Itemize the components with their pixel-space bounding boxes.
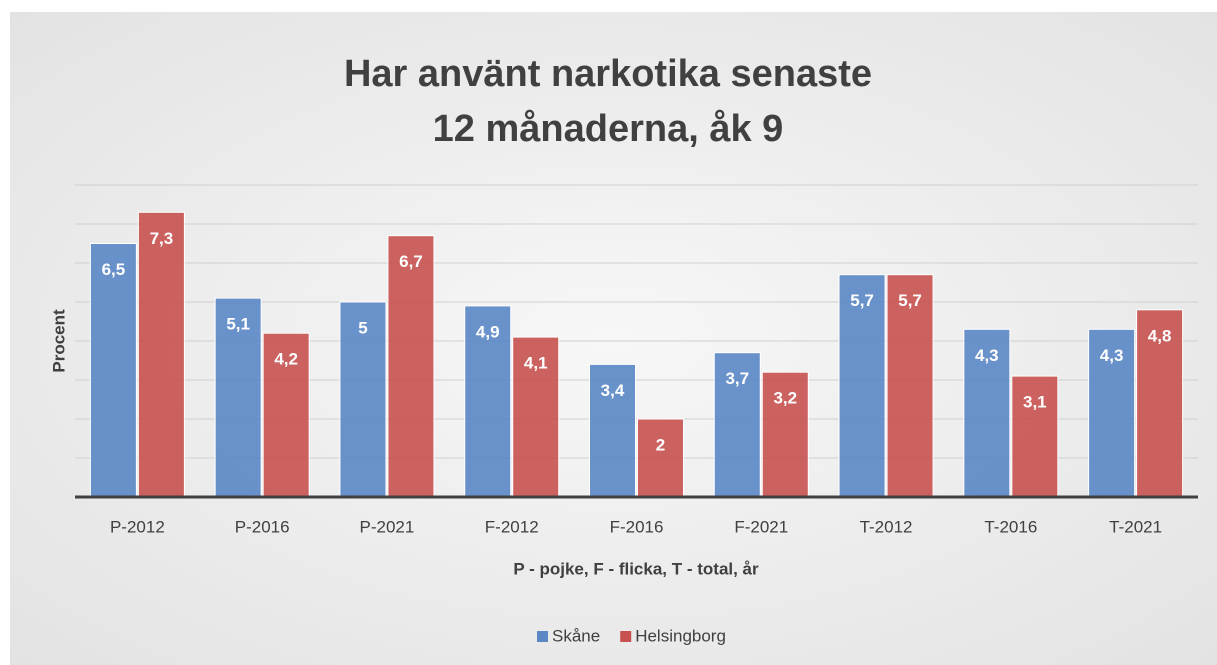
data-label: 4,2 xyxy=(274,350,298,369)
bar xyxy=(89,243,137,498)
data-label: 4,1 xyxy=(524,354,548,373)
chart-title: 12 månaderna, åk 9 xyxy=(433,108,784,150)
legend-label: Skåne xyxy=(552,626,600,645)
x-axis-label: P - pojke, F - flicka, T - total, år xyxy=(513,559,759,578)
bar xyxy=(214,297,262,498)
x-tick-label: P-2012 xyxy=(110,517,165,536)
y-axis-label: Procent xyxy=(49,309,68,373)
bar xyxy=(339,301,387,498)
x-tick-label: P-2016 xyxy=(235,517,290,536)
data-label: 3,1 xyxy=(1023,393,1047,412)
legend-swatch xyxy=(620,631,632,642)
bar xyxy=(387,235,435,498)
data-label: 5,1 xyxy=(226,315,250,334)
x-tick-label: F-2016 xyxy=(610,517,664,536)
data-label: 2 xyxy=(656,435,665,454)
x-tick-label: T-2021 xyxy=(1109,517,1162,536)
x-tick-label: F-2021 xyxy=(734,517,788,536)
bar xyxy=(963,328,1011,498)
bar xyxy=(838,274,886,498)
bar xyxy=(886,274,934,498)
data-label: 4,3 xyxy=(975,346,999,365)
data-label: 3,4 xyxy=(601,381,625,400)
data-label: 5,7 xyxy=(898,291,922,310)
x-tick-label: T-2012 xyxy=(860,517,913,536)
legend-label: Helsingborg xyxy=(635,626,726,645)
bar xyxy=(1011,375,1059,498)
bar xyxy=(464,305,512,498)
x-tick-label: P-2021 xyxy=(360,517,415,536)
data-label: 5,7 xyxy=(850,291,874,310)
data-label: 6,7 xyxy=(399,252,423,271)
data-label: 5 xyxy=(358,318,367,337)
data-label: 6,5 xyxy=(102,260,126,279)
bar xyxy=(713,352,761,498)
data-label: 4,3 xyxy=(1100,346,1124,365)
legend-swatch xyxy=(537,631,548,642)
chart-background xyxy=(10,12,1217,665)
bar xyxy=(637,418,684,498)
bar xyxy=(262,332,310,498)
bar xyxy=(137,211,185,498)
chart-title: Har använt narkotika senaste xyxy=(344,53,872,95)
data-label: 7,3 xyxy=(150,229,174,248)
bar xyxy=(761,371,809,498)
data-label: 4,9 xyxy=(476,322,500,341)
data-label: 3,7 xyxy=(725,369,749,388)
data-label: 3,2 xyxy=(773,389,797,408)
x-tick-label: F-2012 xyxy=(485,517,539,536)
data-label: 4,8 xyxy=(1148,326,1172,345)
x-tick-label: T-2016 xyxy=(984,517,1037,536)
